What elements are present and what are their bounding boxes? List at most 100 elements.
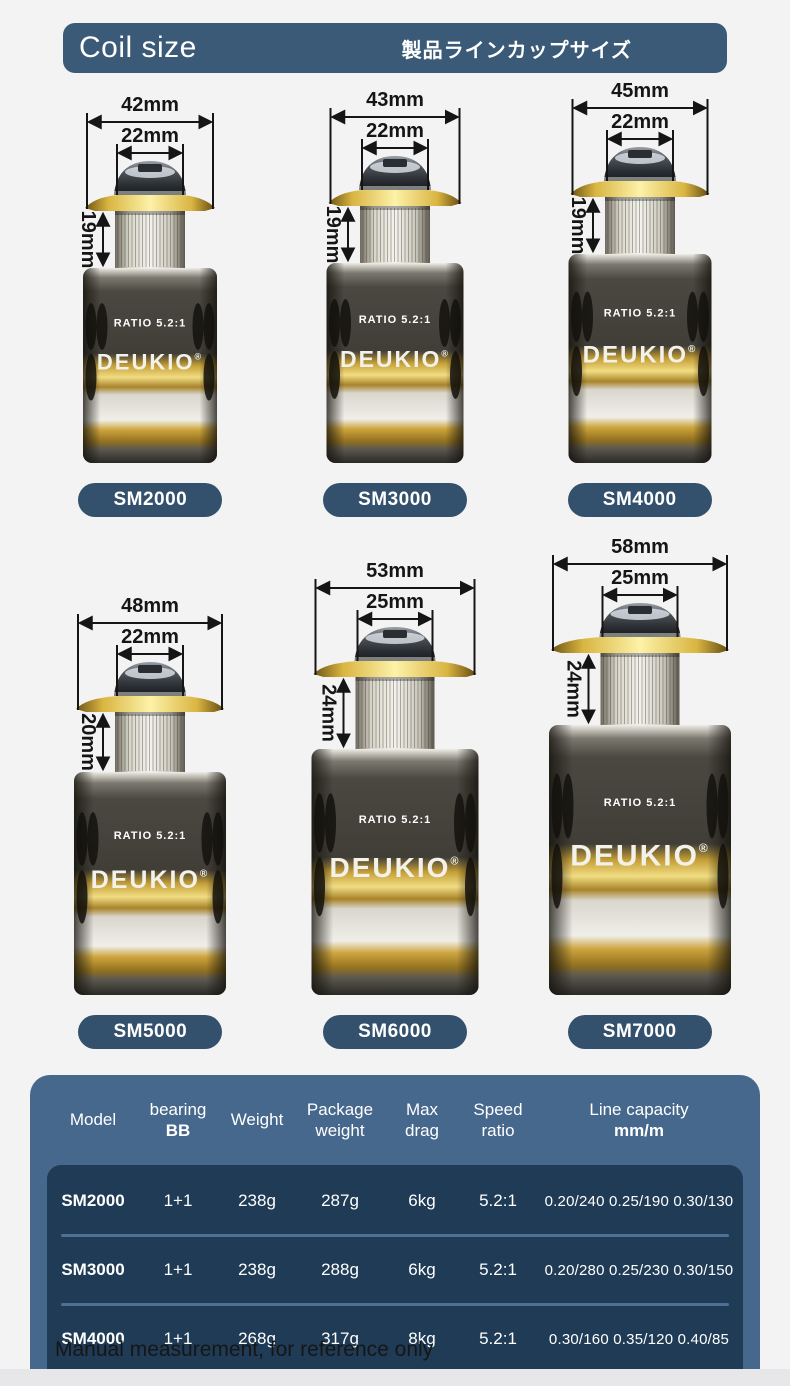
column-header: Speed ratio: [461, 1099, 535, 1142]
cell: 5.2:1: [479, 1191, 517, 1210]
reel-flange: [550, 637, 729, 653]
reel-neck: [600, 653, 680, 725]
reel-neck: [604, 197, 675, 254]
reel-cell-SM7000: RATIO 5.2:1 DEUKIO® 58mm 25mm 24mm SM700…: [517, 533, 762, 1049]
page-title: Coil size: [79, 31, 197, 64]
reel-ratio-text: RATIO 5.2:1: [114, 318, 187, 330]
cell: 0.30/160 0.35/120 0.40/85: [548, 1330, 730, 1348]
dim-height-label: 19mm: [567, 197, 589, 255]
model-badge: SM4000: [567, 483, 712, 517]
spec-table-body: SM2000 1+1 238g 287g 6kg 5.2:1 0.20/240 0.25/1…: [47, 1165, 743, 1386]
reel-cell-SM6000: RATIO 5.2:1 DEUKIO® 53mm 25mm 24mm SM600…: [273, 557, 518, 1049]
model-badge: SM2000: [78, 483, 223, 517]
row-divider: [61, 1303, 729, 1306]
dim-inner-label: 22mm: [121, 125, 179, 147]
column-header-line: weight: [315, 1121, 365, 1140]
dim-outer-label: 43mm: [366, 89, 424, 111]
reel-flange: [313, 661, 477, 677]
column-header-line: Weight: [230, 1110, 284, 1130]
cell: SM3000: [61, 1260, 125, 1279]
column-header-line: Model: [69, 1110, 117, 1130]
cell: SM4000: [61, 1329, 125, 1348]
dim-inner-label: 22mm: [121, 626, 179, 648]
cell: 1+1: [163, 1191, 193, 1210]
reel-ratio-text: RATIO 5.2:1: [359, 314, 432, 326]
dim-inner-label: 22mm: [611, 111, 669, 133]
reel-cell-SM2000: RATIO 5.2:1 DEUKIO® 42mm 22mm 19mm SM200…: [28, 91, 273, 517]
reel-brand-text: DEUKIO®: [97, 349, 203, 374]
section-header: Coil size 製品ラインカップサイズ: [63, 23, 727, 73]
reel-cell-SM5000: RATIO 5.2:1 DEUKIO® 48mm 22mm 20mm SM500…: [28, 592, 273, 1049]
column-header-sub: mm/m: [613, 1121, 665, 1140]
reel-flange: [570, 181, 710, 197]
cell: 5.2:1: [479, 1329, 517, 1348]
reel-brand-text: DEUKIO®: [570, 839, 710, 872]
reel-diagram-SM7000: RATIO 5.2:1 DEUKIO® 58mm 25mm 24mm: [548, 536, 731, 995]
model-badge: SM3000: [322, 483, 467, 517]
reel-brand-text: DEUKIO®: [340, 346, 450, 372]
column-header-line: Max: [405, 1099, 439, 1119]
column-header: Line capacity mm/m: [535, 1099, 743, 1142]
dim-outer-label: 58mm: [611, 536, 669, 558]
spec-table: Model bearing BB Weight Package weight Max drag…: [30, 1075, 760, 1386]
model-badge: SM5000: [78, 1015, 223, 1049]
cell: 238g: [238, 1260, 276, 1279]
reel-diagram-SM6000: RATIO 5.2:1 DEUKIO® 53mm 25mm 24mm: [311, 560, 479, 995]
column-header: bearing BB: [139, 1099, 217, 1142]
page-subtitle-jp: 製品ラインカップサイズ: [401, 39, 632, 62]
cell: 1+1: [163, 1329, 193, 1348]
reel-neck: [115, 211, 186, 268]
dim-height-label: 20mm: [77, 713, 99, 771]
column-header-line: drag: [404, 1121, 440, 1140]
spec-table-header: Model bearing BB Weight Package weight Max drag…: [47, 1075, 743, 1165]
dim-inner-label: 25mm: [366, 591, 424, 613]
dim-outer-label: 48mm: [121, 595, 179, 617]
dim-outer-label: 45mm: [611, 80, 669, 102]
column-header: Package weight: [297, 1099, 383, 1142]
column-header-sub: BB: [165, 1121, 191, 1140]
reel-ratio-text: RATIO 5.2:1: [603, 797, 676, 809]
dim-outer-label: 42mm: [121, 94, 179, 116]
table-row-SM2000: SM2000 1+1 238g 287g 6kg 5.2:1 0.20/240 0.25/1…: [47, 1168, 743, 1234]
cell: 238g: [238, 1191, 276, 1210]
dim-height-label: 24mm: [317, 684, 339, 742]
reel-brand-text: DEUKIO®: [582, 342, 697, 369]
reel-neck: [359, 206, 430, 263]
cell: 288g: [321, 1260, 359, 1279]
row-divider: [61, 1234, 729, 1237]
cell: 5.2:1: [479, 1260, 517, 1279]
table-row-SM4000: SM4000 1+1 268g 317g 8kg 5.2:1 0.30/160 0.35/1…: [47, 1306, 743, 1372]
cell: 1+1: [163, 1260, 193, 1279]
column-header: Model: [47, 1109, 139, 1130]
reel-flange: [85, 195, 216, 211]
cell: 6kg: [408, 1191, 436, 1210]
reel-diagram-SM4000: RATIO 5.2:1 DEUKIO® 45mm 22mm 19mm: [567, 80, 712, 463]
cell: 317g: [321, 1329, 359, 1348]
reel-size-diagrams: RATIO 5.2:1 DEUKIO® 42mm 22mm 19mm SM200…: [0, 77, 790, 1049]
reel-cell-SM4000: RATIO 5.2:1 DEUKIO® 45mm 22mm 19mm SM400…: [517, 77, 762, 517]
column-header: Max drag: [383, 1099, 461, 1142]
table-row-SM3000: SM3000 1+1 238g 288g 6kg 5.2:1 0.20/280 0.25/2…: [47, 1237, 743, 1303]
cell: SM2000: [61, 1191, 125, 1210]
cell: 287g: [321, 1191, 359, 1210]
reel-flange: [328, 190, 462, 206]
reel-cell-SM3000: RATIO 5.2:1 DEUKIO® 43mm 22mm 19mm SM300…: [273, 86, 518, 517]
column-header-line: bearing: [149, 1099, 207, 1119]
dim-inner-label: 25mm: [611, 567, 669, 589]
reel-flange: [76, 696, 225, 712]
dim-outer-label: 53mm: [366, 560, 424, 582]
column-header-line: Line capacity: [589, 1099, 689, 1119]
dim-height-label: 19mm: [322, 206, 344, 264]
reel-diagram-SM2000: RATIO 5.2:1 DEUKIO® 42mm 22mm 19mm: [77, 94, 218, 463]
column-header-line: Package: [306, 1099, 374, 1119]
reel-brand-text: DEUKIO®: [91, 866, 210, 894]
column-header: Weight: [217, 1109, 297, 1130]
model-badge: SM6000: [322, 1015, 467, 1049]
dim-inner-label: 22mm: [366, 120, 424, 142]
reel-brand-text: DEUKIO®: [329, 852, 460, 883]
footer-strip: [0, 1369, 790, 1386]
column-header-line: Speed: [473, 1099, 523, 1119]
model-badge: SM7000: [567, 1015, 712, 1049]
cell: 0.20/240 0.25/190 0.30/130: [544, 1192, 734, 1210]
